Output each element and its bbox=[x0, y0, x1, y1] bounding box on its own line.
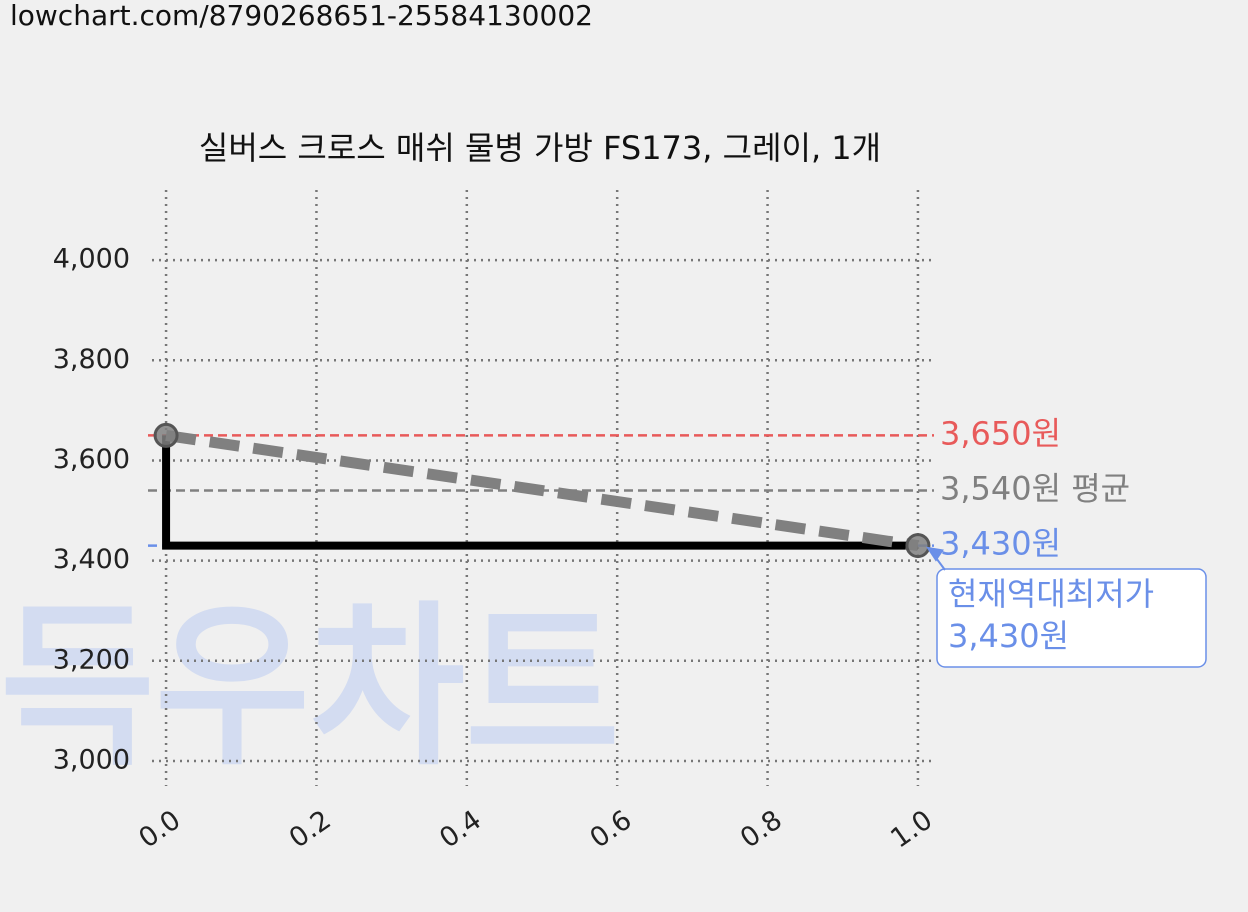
y-tick-label: 3,600 bbox=[53, 444, 130, 475]
x-tick-label: 0.0 bbox=[133, 804, 186, 854]
watermark: 득우차트 bbox=[0, 587, 620, 790]
reference-label: 3,430원 bbox=[940, 525, 1061, 563]
annotation-text: 현재역대최저가 bbox=[948, 575, 1154, 613]
annotation-box bbox=[936, 568, 1207, 668]
url: lowchart.com/8790268651-25584130002 bbox=[10, 0, 593, 32]
y-tick-label: 3,800 bbox=[53, 344, 130, 375]
x-tick-label: 0.4 bbox=[434, 804, 487, 854]
reference-label: 3,540원 평균 bbox=[940, 470, 1130, 508]
x-tick-label: 0.6 bbox=[585, 804, 638, 854]
annotation-text: 3,430원 bbox=[948, 617, 1069, 655]
y-tick-label: 4,000 bbox=[53, 244, 130, 275]
x-tick-label: 0.8 bbox=[735, 804, 788, 854]
reference-label: 3,650원 bbox=[940, 414, 1061, 452]
x-tick-label: 0.2 bbox=[284, 804, 337, 854]
series-line bbox=[162, 435, 918, 550]
series-line bbox=[165, 429, 919, 552]
point bbox=[153, 422, 179, 448]
point bbox=[905, 533, 931, 559]
x-tick-label: 1.0 bbox=[885, 804, 938, 854]
y-tick-label: 3,000 bbox=[53, 744, 130, 775]
y-tick-label: 3,400 bbox=[53, 544, 130, 575]
arrow-head bbox=[925, 546, 944, 562]
chart-title: 실버스 크로스 매쉬 물병 가방 FS173, 그레이, 1개 bbox=[199, 129, 881, 167]
y-tick-label: 3,200 bbox=[53, 644, 130, 675]
